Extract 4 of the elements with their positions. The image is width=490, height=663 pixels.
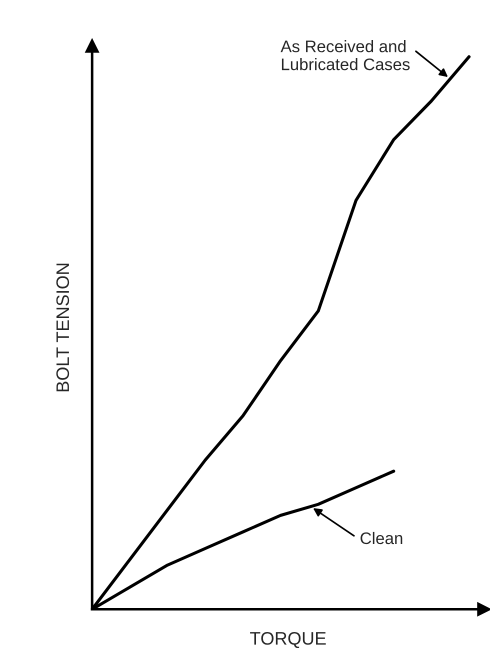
annotation: Clean xyxy=(360,532,402,544)
annotation: As Received and Lubricated Cases xyxy=(280,40,410,70)
x-axis-title: TORQUE xyxy=(250,632,326,648)
y-axis-title: BOLT TENSION xyxy=(56,264,70,392)
